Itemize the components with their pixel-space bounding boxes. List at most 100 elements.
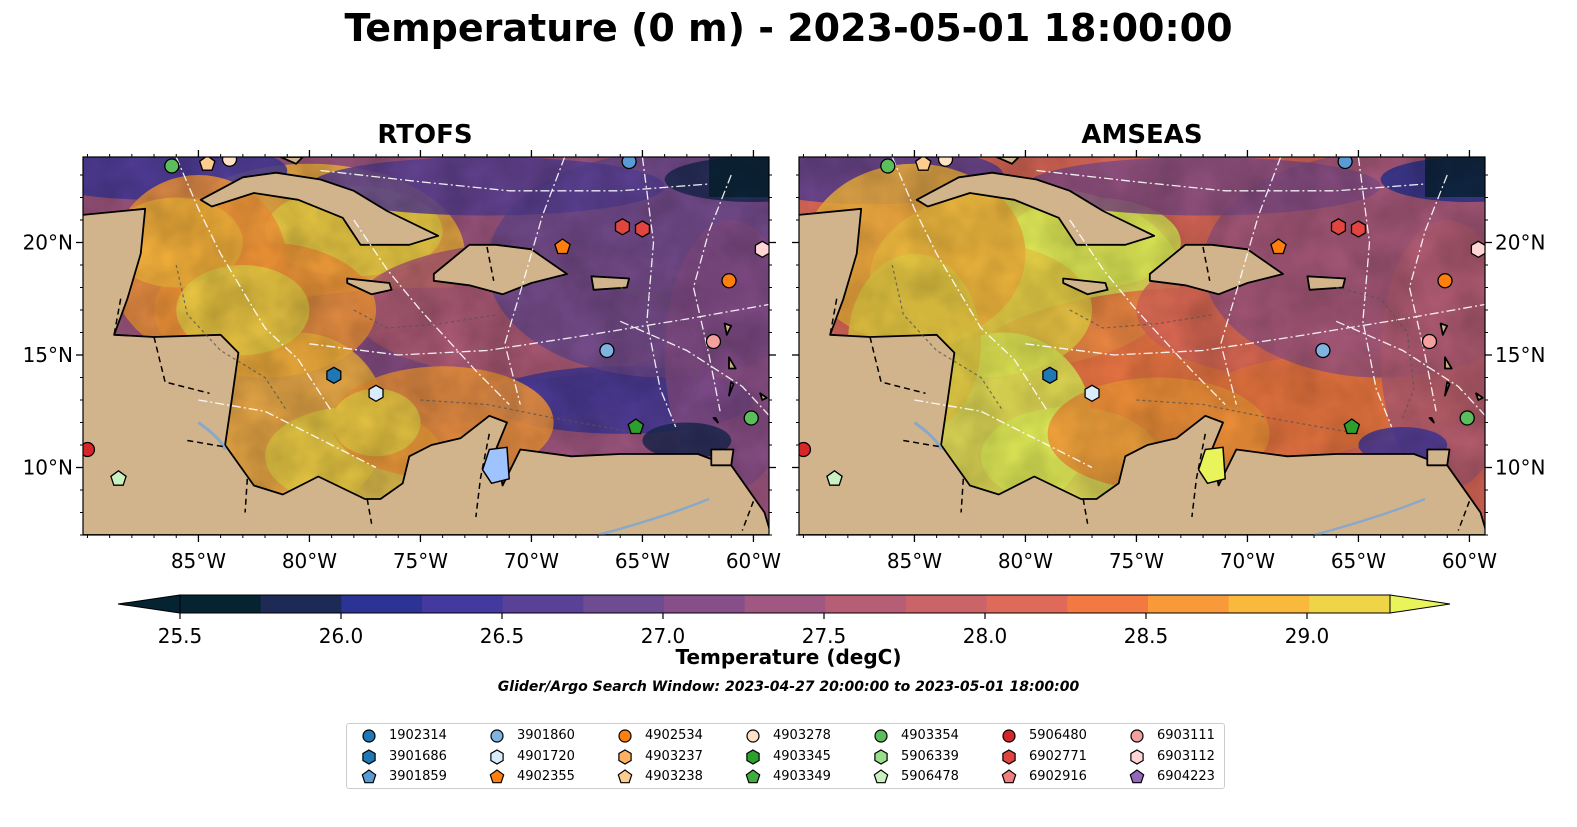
landmass: [1439, 322, 1449, 336]
platform-marker: [198, 157, 216, 171]
legend-marker-icon: [490, 748, 504, 765]
legend-label: 4903278: [773, 728, 831, 743]
country-border: [1202, 246, 1211, 281]
colorbar-tick-label: 28.5: [1124, 624, 1169, 648]
landmass: [1148, 243, 1284, 296]
eez-boundary: [1036, 169, 1426, 192]
platform-marker: [1042, 366, 1058, 385]
platform-marker: [1437, 273, 1453, 289]
eez-boundary: [692, 174, 732, 412]
legend-label: 6902771: [1029, 748, 1087, 764]
lat-tick-label: 20°N: [23, 231, 73, 255]
legend-marker-icon: [1130, 748, 1144, 765]
lon-tick-label: 60°W: [1442, 549, 1497, 573]
colorbar-segment: [986, 595, 1068, 613]
legend-label: 3901860: [517, 728, 575, 743]
bathymetry-contour: [1069, 309, 1215, 329]
lon-tick-label: 85°W: [887, 549, 942, 573]
legend-label: 6904223: [1157, 769, 1215, 784]
river: [1313, 497, 1426, 535]
lon-tick-label: 75°W: [1109, 549, 1164, 573]
legend-label: 5906339: [901, 748, 959, 764]
platform-marker: [914, 157, 932, 171]
legend-marker-icon: [490, 729, 504, 743]
colorbar-segment: [583, 595, 665, 613]
country-border: [869, 336, 926, 395]
eez-boundary: [891, 157, 1049, 412]
platform-marker: [164, 158, 180, 174]
eez-boundary: [1220, 157, 1282, 405]
panel-title-amseas: AMSEAS: [1081, 120, 1203, 150]
lon-tick-label: 85°W: [171, 549, 226, 573]
colorbar-segment: [422, 595, 504, 613]
legend-label: 4902534: [645, 728, 703, 743]
eez-boundary: [641, 157, 677, 428]
lat-tick-label: 10°N: [1495, 456, 1545, 480]
legend-marker-icon: [1001, 769, 1017, 784]
landmass: [723, 322, 733, 336]
colorbar: 25.5 26.0 26.5 27.0 27.5 28.0 28.5 29.0: [117, 594, 1451, 648]
colorbar-segment: [1228, 595, 1310, 613]
platform-marker: [705, 333, 722, 350]
eez-boundary: [1069, 219, 1226, 405]
lon-tick-label: 70°W: [1220, 549, 1275, 573]
legend-marker-icon: [362, 729, 376, 743]
figure-title: Temperature (0 m) - 2023-05-01 18:00:00: [344, 6, 1233, 50]
eez-boundary: [175, 157, 333, 412]
platform-marker: [1350, 220, 1367, 238]
bathymetry-contour: [620, 286, 699, 419]
country-border: [1082, 498, 1089, 524]
legend-label: 1902314: [389, 728, 447, 743]
legend-label: 4901720: [517, 748, 575, 764]
bathymetry-contour: [1336, 286, 1415, 419]
legend-marker-icon: [1002, 729, 1016, 743]
eez-boundary: [320, 169, 710, 192]
legend-marker-icon: [361, 769, 377, 784]
colorbar-tick-label: 26.5: [480, 624, 525, 648]
eez-boundary: [504, 157, 566, 405]
landmass: [1475, 392, 1484, 401]
lon-tick-label: 70°W: [504, 549, 559, 573]
colorbar-tick-label: 27.0: [641, 624, 686, 648]
lat-tick-label: 20°N: [1495, 231, 1545, 255]
landmass: [1444, 381, 1451, 397]
legend-label: 6903112: [1157, 748, 1215, 764]
platform-marker: [1315, 342, 1331, 359]
country-border: [366, 498, 373, 524]
colorbar-segment: [1309, 595, 1391, 613]
legend-label: 6903111: [1157, 728, 1215, 743]
legend-marker-icon: [1002, 748, 1016, 765]
landmass: [759, 392, 768, 401]
platform-marker: [599, 342, 615, 359]
colorbar-segment: [825, 595, 907, 613]
colorbar-segment: [906, 595, 988, 613]
colorbar-label: Temperature (degC): [675, 645, 902, 669]
platform-marker: [1330, 218, 1347, 236]
platform-marker: [721, 273, 737, 289]
colorbar-extend-low: [117, 594, 181, 614]
colorbar-tick-label: 28.0: [963, 624, 1008, 648]
eez-boundary: [1335, 320, 1485, 417]
legend-label: 6902916: [1029, 769, 1087, 784]
colorbar-segment: [664, 595, 746, 613]
lon-tick-label: 75°W: [393, 549, 448, 573]
lon-tick-label: 65°W: [1331, 549, 1386, 573]
country-border: [829, 298, 838, 335]
country-border: [960, 478, 965, 513]
platform-marker: [326, 366, 342, 385]
map-frame: [82, 156, 770, 536]
legend-marker-icon: [745, 769, 761, 784]
river: [197, 421, 227, 451]
platform-marker: [799, 441, 812, 458]
eez-boundary: [619, 320, 769, 417]
landmass: [728, 381, 735, 397]
lon-tick-label: 80°W: [998, 549, 1053, 573]
platform-marker: [1486, 284, 1501, 299]
legend-label: 4903349: [773, 769, 831, 784]
search-window-text: Glider/Argo Search Window: 2023-04-27 20…: [497, 679, 1080, 695]
platform-marker: [1459, 410, 1475, 426]
legend-label: 4903238: [645, 769, 703, 784]
country-border: [244, 478, 249, 513]
legend-marker-icon: [1130, 729, 1144, 743]
